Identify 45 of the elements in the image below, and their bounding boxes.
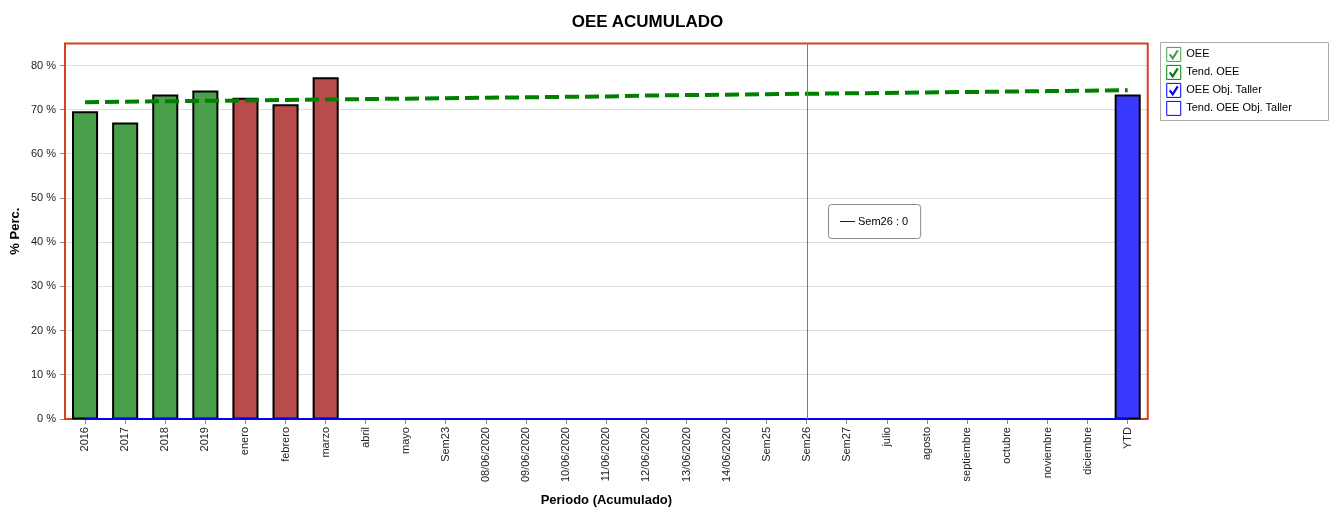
legend-label: OEE: [1186, 47, 1210, 60]
x-tick-label: 09/06/2020: [519, 427, 532, 483]
y-tick-label: 40 %: [30, 235, 57, 248]
annotation: Sem26 : 0: [858, 215, 909, 228]
y-tick-label: 70 %: [30, 102, 57, 115]
legend-label: Tend. OEE: [1186, 65, 1240, 78]
x-axis-title: Periodo (Acumulado): [540, 491, 673, 507]
line-series: [83, 88, 1130, 105]
x-tick-label: mayo: [398, 427, 411, 454]
x-tick-label: enero: [238, 427, 251, 456]
y-tick-label: 30 %: [30, 279, 57, 292]
x-tick-label: 2018: [158, 427, 171, 452]
x-tick-label: 2019: [198, 427, 211, 452]
x-tick-label: agosto: [920, 427, 933, 461]
x-tick-label: noviembre: [1040, 427, 1053, 479]
x-tick-label: diciembre: [1080, 427, 1093, 475]
x-tick-label: YTD: [1120, 426, 1133, 449]
y-tick-label: 50 %: [30, 191, 57, 204]
x-tick-label: 13/06/2020: [679, 427, 692, 483]
y-tick-label: 10 %: [30, 367, 57, 380]
legend-label: Tend. OEE Obj. Taller: [1186, 101, 1293, 114]
x-tick-label: 2016: [78, 427, 91, 452]
x-tick-label: febrero: [278, 427, 291, 462]
x-tick-label: septiembre: [960, 427, 973, 482]
x-tick-label: octubre: [1000, 427, 1013, 464]
x-tick-label: abril: [358, 427, 371, 448]
y-axis-title: % Perc.: [7, 207, 23, 255]
x-tick-label: 08/06/2020: [479, 427, 492, 483]
y-tick-label: 20 %: [30, 323, 57, 336]
y-tick-label: 0 %: [37, 412, 57, 425]
x-tick-label: 2017: [118, 427, 131, 452]
legend-label: OEE Obj. Taller: [1186, 83, 1263, 96]
x-tick-label: 11/06/2020: [599, 427, 612, 482]
x-tick-label: 12/06/2020: [639, 427, 652, 483]
x-tick-label: marzo: [318, 427, 331, 458]
x-tick-label: Sem27: [840, 427, 852, 462]
y-tick-label: 80 %: [30, 58, 57, 71]
x-tick-label: Sem23: [438, 427, 451, 462]
x-tick-label: 14/06/2020: [719, 427, 732, 483]
x-tick-label: 10/06/2020: [559, 427, 572, 483]
x-tick-label: julio: [880, 427, 893, 448]
chart-title: OEE ACUMULADO: [571, 11, 724, 31]
x-tick-label: Sem26: [799, 427, 812, 462]
y-tick-label: 60 %: [30, 146, 57, 159]
x-tick-label: Sem25: [759, 427, 772, 462]
